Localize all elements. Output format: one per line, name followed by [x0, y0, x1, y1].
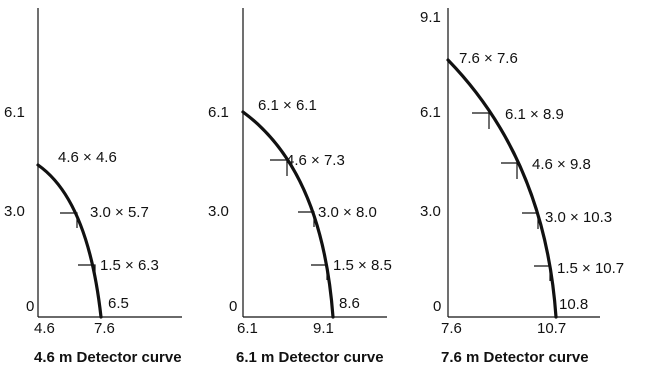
x-tick-label: 9.1: [313, 320, 334, 337]
y-tick-label: 6.1: [4, 104, 25, 121]
detector-curve: [448, 60, 556, 317]
curve-marker: [270, 160, 287, 176]
y-tick-label: 3.0: [208, 203, 229, 220]
curve-marker: [522, 213, 538, 229]
detector-curve: [38, 165, 101, 317]
y-tick-label: 0: [229, 298, 237, 315]
x-tick-label: 6.1: [237, 320, 258, 337]
curve-marker: [60, 213, 77, 228]
panel-6-1m: 6.1 3.0 0 6.1 9.1 6.1 × 6.1 4.6 × 7.3 3.…: [208, 8, 392, 366]
x-tick-label: 7.6: [441, 320, 462, 337]
curve-marker: [311, 265, 327, 280]
curve-annotation: 3.0 × 5.7: [90, 204, 149, 221]
curve-annotation: 6.1 × 8.9: [505, 106, 564, 123]
curve-annotation: 10.8: [559, 296, 588, 313]
curve-marker: [534, 266, 550, 281]
curve-annotation: 1.5 × 6.3: [100, 257, 159, 274]
y-tick-label: 3.0: [420, 203, 441, 220]
x-tick-label: 4.6: [34, 320, 55, 337]
curve-marker: [501, 163, 517, 179]
panel-caption: 7.6 m Detector curve: [441, 349, 589, 366]
curve-annotation: 6.1 × 6.1: [258, 97, 317, 114]
curve-marker: [472, 113, 489, 129]
curve-annotation: 3.0 × 10.3: [545, 209, 612, 226]
y-tick-label: 6.1: [208, 104, 229, 121]
curve-annotation: 6.5: [108, 295, 129, 312]
y-tick-label: 3.0: [4, 203, 25, 220]
curve-annotation: 4.6 × 9.8: [532, 156, 591, 173]
y-tick-label: 6.1: [420, 104, 441, 121]
panel-4-6m: 6.1 3.0 0 4.6 7.6 4.6 × 4.6 3.0 × 5.7 1.…: [4, 8, 182, 366]
y-tick-label: 0: [26, 298, 34, 315]
curve-marker: [298, 212, 314, 227]
curve-annotation: 1.5 × 10.7: [557, 260, 624, 277]
x-tick-label: 7.6: [94, 320, 115, 337]
curve-annotation: 1.5 × 8.5: [333, 257, 392, 274]
y-tick-label: 9.1: [420, 9, 441, 26]
curve-annotation: 4.6 × 4.6: [58, 149, 117, 166]
curve-annotation: 7.6 × 7.6: [459, 50, 518, 67]
panel-caption: 6.1 m Detector curve: [236, 349, 384, 366]
panel-caption: 4.6 m Detector curve: [34, 349, 182, 366]
curve-annotation: 4.6 × 7.3: [286, 152, 345, 169]
curve-annotation: 3.0 × 8.0: [318, 204, 377, 221]
y-tick-label: 0: [433, 298, 441, 315]
x-tick-label: 10.7: [537, 320, 566, 337]
panel-7-6m: 9.1 6.1 3.0 0 7.6 10.7 7.6 × 7.6 6.1 × 8…: [420, 8, 624, 366]
curve-annotation: 8.6: [339, 295, 360, 312]
